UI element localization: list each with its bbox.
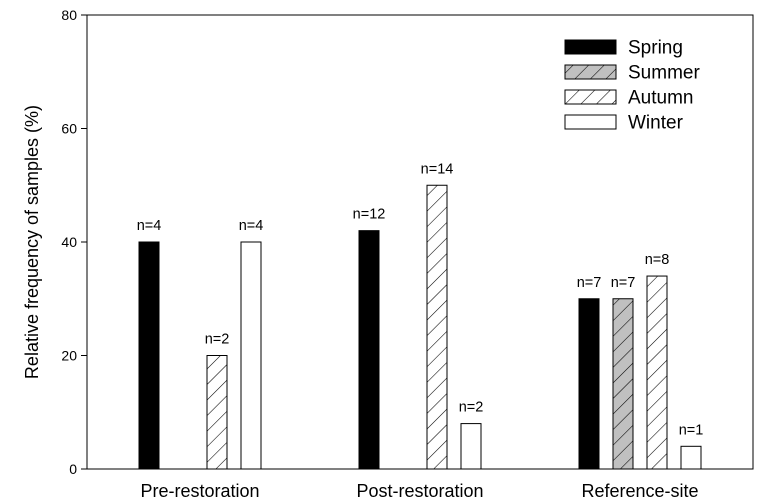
legend-swatch-winter	[564, 114, 617, 130]
x-category-label: Post-restoration	[356, 481, 483, 501]
bar-winter	[240, 241, 262, 470]
legend-swatch-autumn	[564, 89, 617, 105]
y-tick-label: 80	[61, 7, 77, 23]
bar-count-label: n=4	[239, 218, 264, 234]
bar-summer	[612, 298, 634, 470]
bar-count-label: n=1	[679, 422, 704, 438]
bar-autumn	[646, 275, 668, 470]
bar-count-label: n=7	[577, 275, 602, 291]
legend-swatch-spring	[564, 39, 617, 55]
y-tick-label: 0	[69, 461, 77, 477]
legend-label-autumn: Autumn	[628, 88, 693, 109]
legend-label-spring: Spring	[628, 38, 683, 59]
legend-swatch-summer	[564, 64, 617, 80]
y-axis-title: Relative frequency of samples (%)	[22, 105, 42, 379]
bar-labels: n=4 n=2 n=4 n=12 n=14 n=2 n=7 n=7 n=8 n=1	[137, 161, 704, 438]
y-tick-label: 40	[61, 234, 77, 250]
bar-spring	[358, 230, 380, 470]
legend: Spring Summer Autumn Winter	[564, 38, 700, 134]
bar-count-label: n=14	[421, 161, 454, 177]
bar-count-label: n=4	[137, 218, 162, 234]
bar-count-label: n=2	[459, 400, 484, 416]
bar-count-label: n=7	[611, 275, 636, 291]
bar-autumn	[206, 355, 228, 470]
bar-count-label: n=2	[205, 332, 230, 348]
x-category-label: Pre-restoration	[140, 481, 259, 501]
bar-autumn	[426, 184, 448, 470]
bar-count-label: n=8	[645, 252, 670, 268]
bar-winter	[460, 423, 482, 470]
y-axis: 0 20 40 60 80	[61, 7, 87, 477]
bar-spring	[578, 298, 600, 470]
x-axis: Pre-restoration Post-restoration Reference…	[140, 481, 698, 501]
bar-spring	[138, 241, 160, 470]
legend-label-summer: Summer	[628, 63, 700, 84]
x-category-label: Reference-site	[581, 481, 698, 501]
y-tick-label: 60	[61, 121, 77, 137]
bar-count-label: n=12	[353, 207, 386, 223]
legend-label-winter: Winter	[628, 113, 684, 134]
y-tick-label: 20	[61, 348, 77, 364]
bars	[138, 184, 702, 470]
bar-winter	[680, 445, 702, 470]
